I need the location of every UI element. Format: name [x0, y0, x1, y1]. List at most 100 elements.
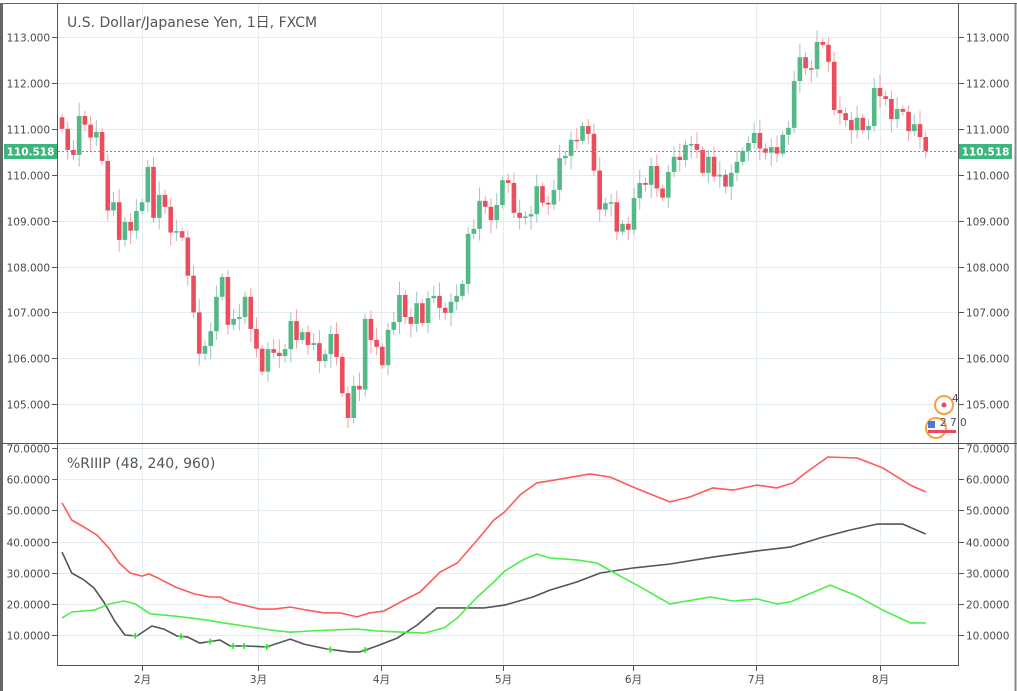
- price-axis[interactable]: 105.000 105.000 106.000 106.000 107.000 107.0…: [7, 33, 1010, 412]
- candle[interactable]: [894, 97, 900, 128]
- candle[interactable]: [179, 227, 185, 242]
- candle[interactable]: [191, 265, 196, 318]
- candle[interactable]: [734, 150, 740, 182]
- candle[interactable]: [219, 273, 225, 301]
- candle[interactable]: [294, 309, 299, 349]
- candle[interactable]: [425, 291, 431, 334]
- candle[interactable]: [780, 131, 786, 158]
- candle[interactable]: [763, 143, 768, 160]
- candle[interactable]: [368, 310, 374, 354]
- candle[interactable]: [871, 77, 877, 132]
- candle[interactable]: [654, 154, 660, 197]
- candle[interactable]: [322, 348, 328, 368]
- candle[interactable]: [580, 122, 585, 145]
- candle[interactable]: [837, 96, 843, 125]
- price-pane[interactable]: 110.518 110.518: [4, 30, 1012, 429]
- candle[interactable]: [116, 188, 122, 252]
- candle[interactable]: [700, 146, 705, 177]
- candle[interactable]: [877, 74, 883, 108]
- candle[interactable]: [917, 110, 923, 149]
- candle[interactable]: [826, 37, 831, 72]
- candle[interactable]: [71, 139, 76, 161]
- candle[interactable]: [797, 43, 803, 93]
- candle[interactable]: [860, 114, 866, 134]
- candle[interactable]: [277, 339, 282, 368]
- candle[interactable]: [791, 70, 797, 134]
- candle[interactable]: [631, 188, 637, 236]
- candle[interactable]: [900, 105, 906, 116]
- candle[interactable]: [202, 340, 208, 361]
- candle[interactable]: [208, 322, 214, 360]
- candle[interactable]: [465, 227, 471, 295]
- candle[interactable]: [591, 123, 597, 176]
- candle[interactable]: [574, 128, 580, 150]
- indicator-line-48[interactable]: [61, 456, 927, 618]
- candle[interactable]: [517, 199, 522, 230]
- candle[interactable]: [768, 138, 774, 166]
- candle[interactable]: [608, 193, 614, 217]
- candle[interactable]: [717, 161, 723, 189]
- candle[interactable]: [214, 285, 219, 340]
- candle[interactable]: [362, 313, 368, 397]
- candle[interactable]: [854, 106, 860, 139]
- candle[interactable]: [471, 218, 477, 240]
- candle[interactable]: [288, 312, 294, 363]
- candle[interactable]: [65, 121, 71, 161]
- candle[interactable]: [523, 211, 528, 225]
- candle[interactable]: [139, 198, 145, 215]
- candle[interactable]: [351, 375, 357, 424]
- candle[interactable]: [437, 282, 442, 320]
- candle[interactable]: [225, 270, 231, 335]
- candle[interactable]: [545, 195, 551, 215]
- candle[interactable]: [299, 328, 305, 344]
- candle[interactable]: [128, 213, 133, 245]
- candle[interactable]: [723, 169, 728, 194]
- candle[interactable]: [477, 187, 482, 241]
- candle[interactable]: [557, 144, 562, 202]
- candle[interactable]: [334, 322, 339, 366]
- candle[interactable]: [385, 322, 391, 376]
- candle[interactable]: [305, 325, 311, 356]
- candle[interactable]: [648, 157, 654, 199]
- candle[interactable]: [254, 317, 259, 358]
- candle[interactable]: [505, 173, 511, 194]
- candle[interactable]: [728, 164, 734, 200]
- candle[interactable]: [740, 147, 745, 166]
- candle[interactable]: [585, 119, 591, 144]
- candle[interactable]: [889, 90, 894, 133]
- candle[interactable]: [134, 199, 139, 240]
- candle[interactable]: [637, 169, 643, 210]
- candle[interactable]: [345, 386, 351, 429]
- candle[interactable]: [248, 288, 254, 343]
- candle[interactable]: [311, 333, 316, 351]
- candle[interactable]: [397, 281, 402, 334]
- candle[interactable]: [820, 38, 826, 49]
- candle[interactable]: [317, 329, 322, 373]
- indicator-axis[interactable]: 10.0000 10.0000 20.0000 20.0000 30.0000 30.00…: [7, 444, 1010, 643]
- candle[interactable]: [88, 116, 93, 151]
- candle[interactable]: [156, 181, 162, 230]
- event-badges[interactable]: 4 2 7 0: [925, 393, 967, 439]
- candle[interactable]: [666, 165, 671, 208]
- candle[interactable]: [196, 299, 202, 366]
- candle[interactable]: [357, 372, 362, 402]
- candle[interactable]: [906, 104, 911, 142]
- candle[interactable]: [706, 149, 711, 183]
- candle[interactable]: [185, 230, 191, 286]
- candle[interactable]: [711, 146, 717, 182]
- candle[interactable]: [99, 128, 105, 165]
- candle[interactable]: [168, 198, 173, 246]
- candle[interactable]: [528, 205, 534, 230]
- time-axis[interactable]: 2月 3月 4月 5月 6月 7月 8月: [134, 666, 889, 686]
- candle[interactable]: [746, 136, 751, 161]
- candle[interactable]: [282, 343, 288, 363]
- candle[interactable]: [59, 113, 65, 133]
- candle[interactable]: [265, 342, 271, 382]
- indicator-line-960[interactable]: [61, 553, 926, 634]
- candle[interactable]: [271, 339, 276, 359]
- candle[interactable]: [814, 30, 820, 78]
- candle[interactable]: [540, 182, 545, 207]
- candle[interactable]: [511, 172, 517, 219]
- candle[interactable]: [408, 308, 414, 338]
